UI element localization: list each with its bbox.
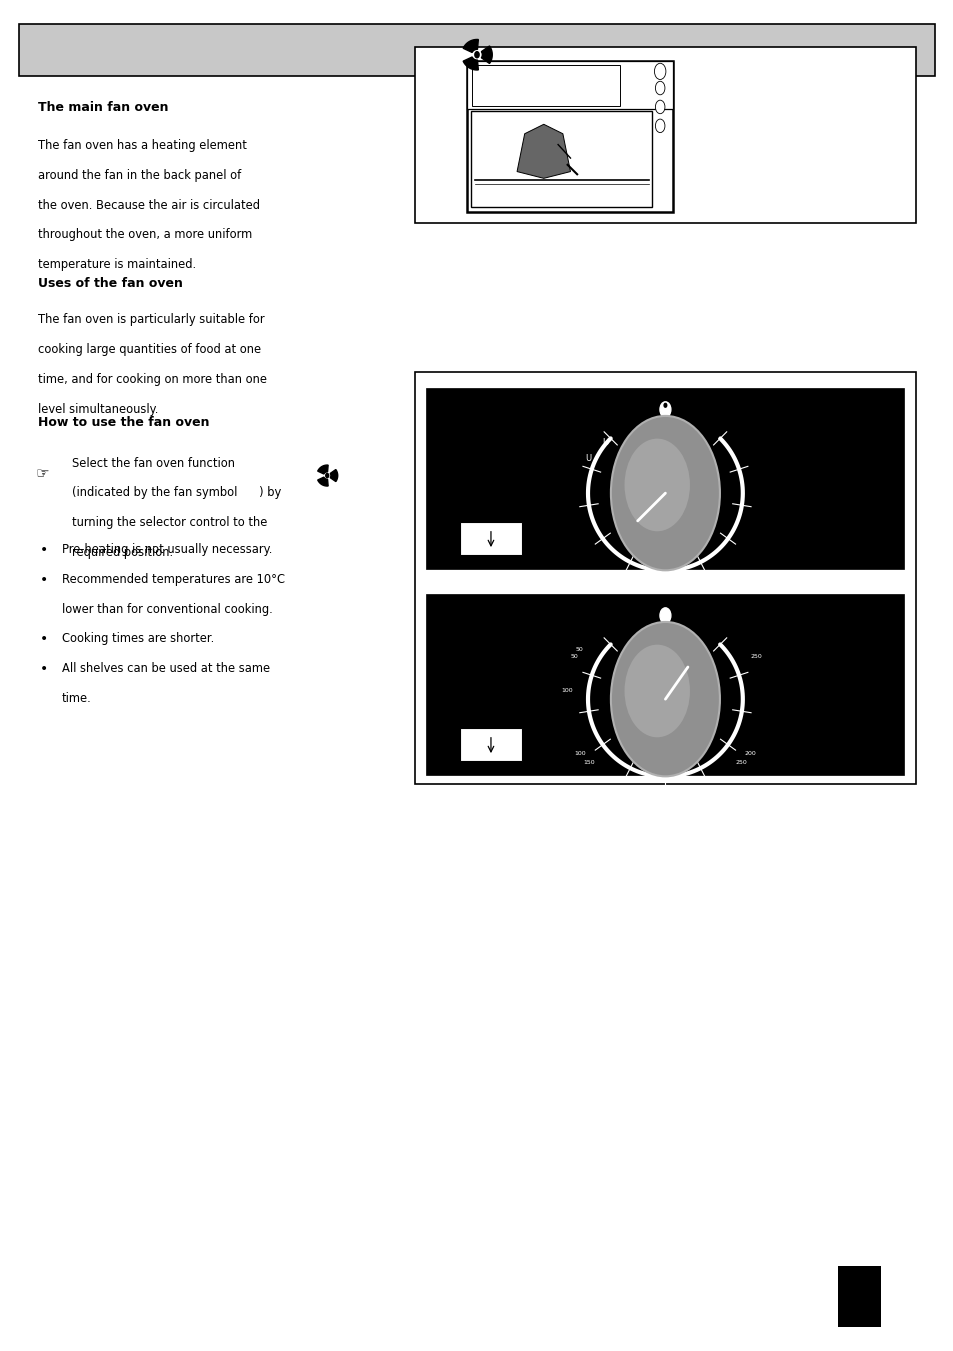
Circle shape <box>663 404 666 407</box>
Circle shape <box>610 621 720 777</box>
Bar <box>472 65 619 107</box>
Bar <box>459 523 521 555</box>
Text: How to use the fan oven: How to use the fan oven <box>38 416 210 430</box>
Text: 200: 200 <box>743 751 756 755</box>
Circle shape <box>710 431 712 434</box>
Text: 150: 150 <box>583 761 595 766</box>
Polygon shape <box>696 403 704 411</box>
Text: cooking large quantities of food at one: cooking large quantities of food at one <box>38 343 261 357</box>
Polygon shape <box>462 39 477 53</box>
Text: •: • <box>40 662 49 676</box>
Text: Cooking times are shorter.: Cooking times are shorter. <box>62 632 214 646</box>
Bar <box>459 728 521 761</box>
Text: U: U <box>601 438 608 447</box>
Polygon shape <box>317 477 328 486</box>
Text: ☞: ☞ <box>35 466 49 481</box>
Bar <box>467 61 672 109</box>
Polygon shape <box>317 465 328 474</box>
Polygon shape <box>713 428 719 438</box>
Polygon shape <box>704 434 712 440</box>
Text: All shelves can be used at the same: All shelves can be used at the same <box>62 662 270 676</box>
Text: turning the selector control to the: turning the selector control to the <box>71 516 267 530</box>
Text: •: • <box>40 543 49 557</box>
Circle shape <box>655 100 664 113</box>
Text: 50: 50 <box>570 654 578 659</box>
Polygon shape <box>704 426 712 431</box>
Text: temperature is maintained.: temperature is maintained. <box>38 258 196 272</box>
Polygon shape <box>481 46 492 63</box>
Text: 250: 250 <box>750 654 761 659</box>
Text: The main fan oven: The main fan oven <box>38 101 169 115</box>
Text: around the fan in the back panel of: around the fan in the back panel of <box>38 169 241 182</box>
Text: level simultaneously.: level simultaneously. <box>38 403 158 416</box>
Circle shape <box>654 63 665 80</box>
Text: 50: 50 <box>575 647 583 653</box>
Text: required position.: required position. <box>71 546 172 559</box>
Polygon shape <box>706 407 712 416</box>
Circle shape <box>610 416 720 570</box>
Text: (indicated by the fan symbol      ) by: (indicated by the fan symbol ) by <box>71 486 280 500</box>
Text: •: • <box>40 632 49 646</box>
Text: Select the fan oven function: Select the fan oven function <box>71 457 234 470</box>
Text: 100: 100 <box>574 751 586 755</box>
Circle shape <box>325 473 329 478</box>
Bar <box>471 111 651 207</box>
Circle shape <box>624 644 689 738</box>
Text: time.: time. <box>62 692 91 705</box>
Bar <box>837 1266 880 1327</box>
Text: The fan oven is particularly suitable for: The fan oven is particularly suitable fo… <box>38 313 265 327</box>
Text: the oven. Because the air is circulated: the oven. Because the air is circulated <box>38 199 260 212</box>
Bar <box>426 388 903 570</box>
Text: The fan oven has a heating element: The fan oven has a heating element <box>38 139 247 153</box>
Circle shape <box>475 51 478 58</box>
Polygon shape <box>462 57 477 70</box>
Text: throughout the oven, a more uniform: throughout the oven, a more uniform <box>38 228 253 242</box>
Bar <box>426 594 903 775</box>
Text: lower than for conventional cooking.: lower than for conventional cooking. <box>62 603 273 616</box>
Text: 150: 150 <box>659 797 671 802</box>
Polygon shape <box>656 407 665 415</box>
Polygon shape <box>667 400 674 411</box>
Text: 250: 250 <box>735 761 746 766</box>
Polygon shape <box>330 470 337 481</box>
Circle shape <box>624 439 689 531</box>
Bar <box>415 372 915 784</box>
Text: •: • <box>40 573 49 586</box>
Circle shape <box>655 81 664 95</box>
Text: Recommended temperatures are 10°C: Recommended temperatures are 10°C <box>62 573 285 586</box>
Text: time, and for cooking on more than one: time, and for cooking on more than one <box>38 373 267 386</box>
Text: 200: 200 <box>659 796 671 801</box>
Polygon shape <box>656 396 665 404</box>
Text: 100: 100 <box>560 688 572 693</box>
Bar <box>467 61 672 212</box>
Bar <box>415 47 915 223</box>
Polygon shape <box>696 413 704 420</box>
Text: U: U <box>584 454 591 463</box>
Polygon shape <box>517 124 570 178</box>
Bar <box>19 24 934 76</box>
Circle shape <box>655 119 664 132</box>
Text: Pre-heating is not usually necessary.: Pre-heating is not usually necessary. <box>62 543 273 557</box>
Text: Uses of the fan oven: Uses of the fan oven <box>38 277 183 290</box>
Circle shape <box>702 411 704 413</box>
Circle shape <box>659 608 670 623</box>
Circle shape <box>659 401 670 417</box>
